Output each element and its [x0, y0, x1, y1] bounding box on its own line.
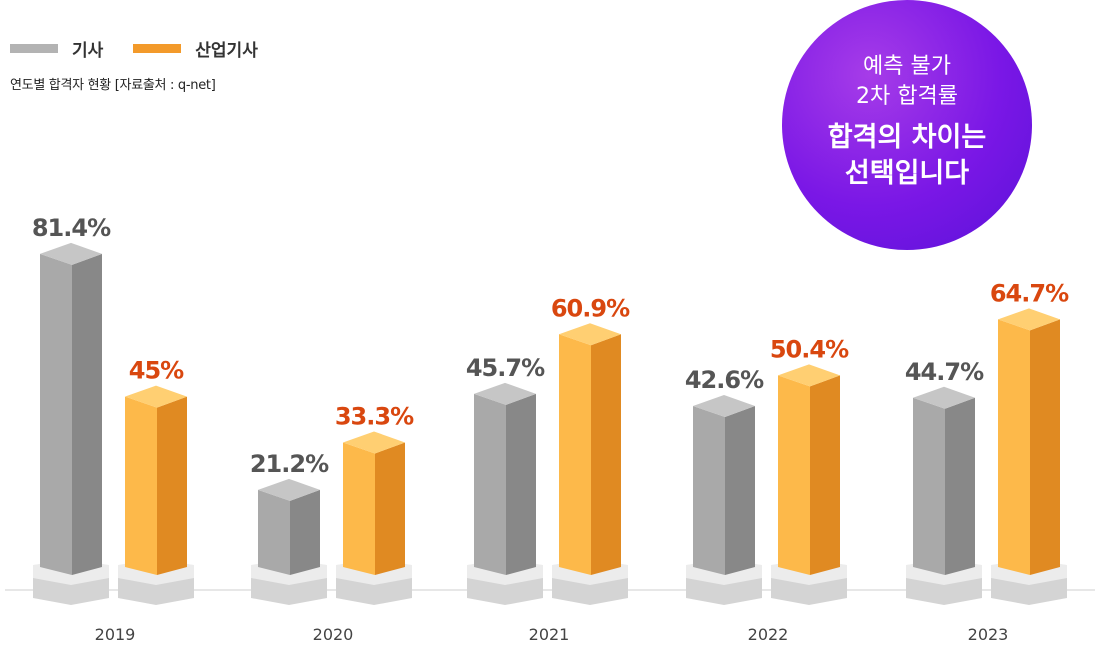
badge-line3: 합격의 차이는: [827, 122, 987, 153]
value-label-2020-0: 21.2%: [250, 450, 329, 478]
pedestal-2019-1: [118, 578, 194, 605]
legend-entry-gisa: 기사: [10, 36, 103, 61]
pedestal-2023-0: [906, 578, 982, 605]
value-label-2022-1: 50.4%: [770, 335, 849, 363]
bar-side-2019-1: [157, 396, 187, 575]
value-label-2023-0: 44.7%: [905, 358, 984, 386]
x-tick-label-2022: 2022: [748, 625, 789, 644]
value-label-2020-1: 33.3%: [335, 402, 414, 430]
bar-side-2021-1: [591, 334, 621, 575]
legend-label-sanup-gisa: 산업기사: [195, 41, 258, 61]
legend-swatch-gisa: [10, 44, 58, 53]
x-tick-label-2019: 2019: [95, 625, 136, 644]
bar-side-2019-0: [72, 253, 102, 576]
bar-front-2021-1: [559, 334, 591, 575]
bar-front-2021-0: [474, 393, 506, 575]
badge-line1: 예측 불가: [863, 54, 951, 79]
badge-line4: 선택입니다: [844, 158, 970, 189]
bar-top-2022-1: [778, 364, 840, 387]
bar-front-2019-1: [125, 396, 157, 575]
bar-front-2022-1: [778, 375, 810, 575]
bar-top-2019-0: [40, 242, 102, 265]
bar-top-2020-1: [343, 431, 405, 454]
pedestal-2022-1: [771, 578, 847, 605]
bar-side-2020-1: [375, 442, 405, 575]
value-label-2019-0: 81.4%: [32, 214, 111, 242]
bar-top-2021-1: [559, 323, 621, 346]
bar-side-2021-0: [506, 393, 536, 575]
bar-top-2019-1: [125, 385, 187, 408]
pedestal-2023-1: [991, 578, 1067, 605]
x-tick-label-2021: 2021: [529, 625, 570, 644]
bar-top-2023-1: [998, 308, 1060, 331]
chart-subtitle: 연도별 합격자 현황 [자료출처 : q-net]: [10, 78, 216, 93]
bar-top-2020-0: [258, 478, 320, 501]
value-label-2022-0: 42.6%: [685, 366, 764, 394]
pedestal-2020-1: [336, 578, 412, 605]
bar-side-2022-1: [810, 375, 840, 575]
bar-front-2023-0: [913, 397, 945, 575]
legend-entry-sanup-gisa: 산업기사: [133, 36, 258, 61]
bar-front-2023-1: [998, 319, 1030, 575]
bar-front-2019-0: [40, 253, 72, 576]
value-label-2019-1: 45%: [129, 357, 184, 385]
legend-swatch-sanup-gisa: [133, 44, 182, 53]
pedestal-2019-0: [33, 578, 109, 605]
pedestal-2020-0: [251, 578, 327, 605]
legend: 기사 산업기사: [10, 36, 288, 61]
bar-front-2020-1: [343, 442, 375, 575]
bar-top-2023-0: [913, 386, 975, 409]
bar-front-2020-0: [258, 489, 290, 575]
pedestal-2021-0: [467, 578, 543, 605]
bar-side-2020-0: [290, 489, 320, 575]
x-tick-label-2023: 2023: [968, 625, 1009, 644]
bar-side-2023-0: [945, 397, 975, 575]
bar-top-2021-0: [474, 382, 536, 405]
value-label-2023-1: 64.7%: [990, 279, 1069, 307]
bar-front-2022-0: [693, 406, 725, 575]
value-label-2021-0: 45.7%: [466, 354, 545, 382]
pedestal-2022-0: [686, 578, 762, 605]
bar-side-2022-0: [725, 406, 755, 575]
pedestal-2021-1: [552, 578, 628, 605]
badge-line2: 2차 합격률: [856, 84, 958, 109]
value-label-2021-1: 60.9%: [551, 294, 630, 322]
legend-label-gisa: 기사: [72, 41, 104, 61]
bar-top-2022-0: [693, 395, 755, 418]
x-tick-label-2020: 2020: [313, 625, 354, 644]
promo-badge: 예측 불가 2차 합격률 합격의 차이는 선택입니다: [782, 0, 1032, 250]
bar-side-2023-1: [1030, 319, 1060, 575]
